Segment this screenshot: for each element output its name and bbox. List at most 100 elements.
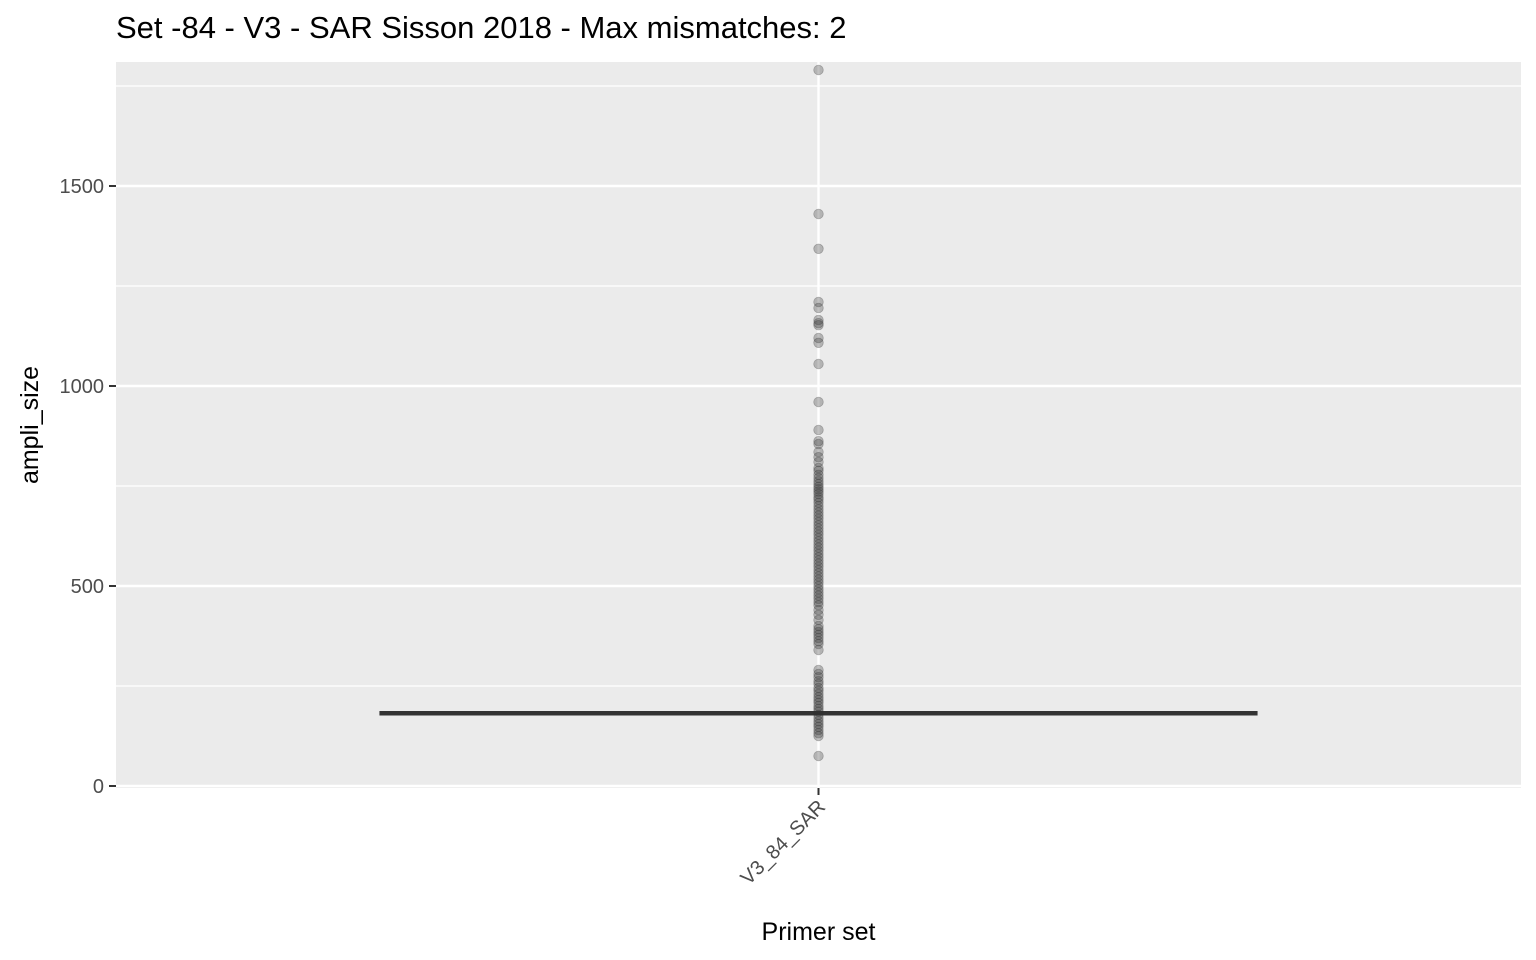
data-point bbox=[813, 526, 824, 537]
data-point bbox=[813, 644, 824, 656]
data-point bbox=[813, 332, 824, 344]
y-axis: 0 500 1000 1500 bbox=[60, 176, 116, 798]
data-point bbox=[813, 558, 824, 569]
data-point bbox=[813, 486, 824, 497]
data-point bbox=[813, 706, 824, 717]
data-point bbox=[813, 697, 824, 709]
data-point bbox=[813, 320, 824, 331]
data-point bbox=[813, 532, 824, 544]
data-point bbox=[813, 64, 824, 76]
grid-major bbox=[116, 62, 1521, 788]
data-point bbox=[813, 676, 824, 687]
data-point bbox=[813, 590, 824, 601]
data-point bbox=[813, 629, 824, 641]
data-point bbox=[813, 510, 824, 521]
data-point bbox=[813, 561, 824, 573]
data-point bbox=[813, 685, 824, 697]
y-axis-title: ampli_size bbox=[16, 366, 44, 484]
data-point bbox=[813, 545, 824, 557]
data-point bbox=[813, 624, 824, 635]
chart-title: Set -84 - V3 - SAR Sisson 2018 - Max mis… bbox=[116, 10, 847, 45]
data-point bbox=[813, 703, 824, 715]
data-point bbox=[813, 678, 824, 690]
data-point bbox=[813, 492, 824, 503]
data-point bbox=[813, 750, 824, 762]
data-point bbox=[813, 620, 824, 632]
data-point bbox=[813, 632, 824, 644]
data-point bbox=[813, 516, 824, 528]
y-tick-label: 500 bbox=[71, 576, 104, 598]
y-tick-label: 1500 bbox=[60, 176, 105, 198]
data-point bbox=[813, 596, 824, 608]
data-point bbox=[813, 536, 824, 547]
data-point bbox=[813, 672, 824, 683]
data-point bbox=[813, 574, 824, 585]
data-point bbox=[813, 728, 824, 739]
data-point bbox=[813, 694, 824, 706]
y-tick-label: 0 bbox=[93, 776, 104, 798]
data-point bbox=[813, 520, 824, 531]
data-point bbox=[813, 548, 824, 560]
data-point bbox=[813, 614, 824, 626]
data-point bbox=[813, 604, 824, 616]
data-point bbox=[813, 552, 824, 563]
data-point bbox=[813, 638, 824, 650]
data-point bbox=[813, 724, 824, 736]
data-point bbox=[813, 580, 824, 592]
data-point bbox=[813, 465, 824, 477]
data-point bbox=[813, 542, 824, 553]
data-point bbox=[813, 469, 824, 481]
data-point bbox=[813, 478, 824, 490]
data-point bbox=[813, 529, 824, 541]
data-point bbox=[813, 664, 824, 676]
data-point bbox=[813, 446, 824, 458]
data-point bbox=[813, 318, 824, 329]
data-point bbox=[813, 462, 824, 474]
data-point bbox=[813, 692, 824, 703]
data-point bbox=[813, 497, 824, 509]
data-point bbox=[813, 539, 824, 550]
data-point bbox=[813, 396, 824, 408]
data-point bbox=[813, 626, 824, 638]
data-point bbox=[813, 730, 824, 742]
x-tick-label: V3_84_SAR bbox=[737, 796, 830, 889]
data-point bbox=[813, 718, 824, 730]
data-point bbox=[813, 513, 824, 525]
data-point bbox=[813, 555, 824, 566]
data-point bbox=[813, 358, 824, 370]
data-point bbox=[813, 438, 824, 450]
data-point bbox=[813, 609, 824, 621]
x-axis-title: Primer set bbox=[762, 918, 876, 946]
data-point bbox=[813, 593, 824, 605]
points-layer bbox=[813, 64, 824, 762]
data-point bbox=[813, 500, 824, 512]
data-point bbox=[813, 682, 824, 694]
x-axis: V3_84_SAR bbox=[737, 788, 830, 889]
data-point bbox=[813, 668, 824, 680]
data-point bbox=[813, 314, 824, 326]
data-point bbox=[813, 337, 824, 349]
data-point bbox=[813, 577, 824, 589]
data-point bbox=[813, 700, 824, 712]
data-point bbox=[813, 302, 824, 314]
data-point bbox=[813, 208, 824, 220]
data-point bbox=[813, 484, 824, 495]
data-point bbox=[813, 476, 824, 487]
data-point bbox=[813, 472, 824, 484]
data-point bbox=[813, 688, 824, 700]
data-point bbox=[813, 716, 824, 727]
data-point bbox=[813, 507, 824, 518]
y-tick-label: 1000 bbox=[60, 376, 105, 398]
data-point bbox=[813, 721, 824, 733]
data-point bbox=[813, 424, 824, 436]
data-point bbox=[813, 571, 824, 582]
data-point bbox=[813, 504, 824, 515]
data-point bbox=[813, 564, 824, 576]
data-point bbox=[813, 709, 824, 721]
data-point bbox=[813, 568, 824, 579]
data-point bbox=[813, 456, 824, 468]
data-point bbox=[813, 523, 824, 534]
data-point bbox=[813, 243, 824, 255]
data-point bbox=[813, 494, 824, 505]
